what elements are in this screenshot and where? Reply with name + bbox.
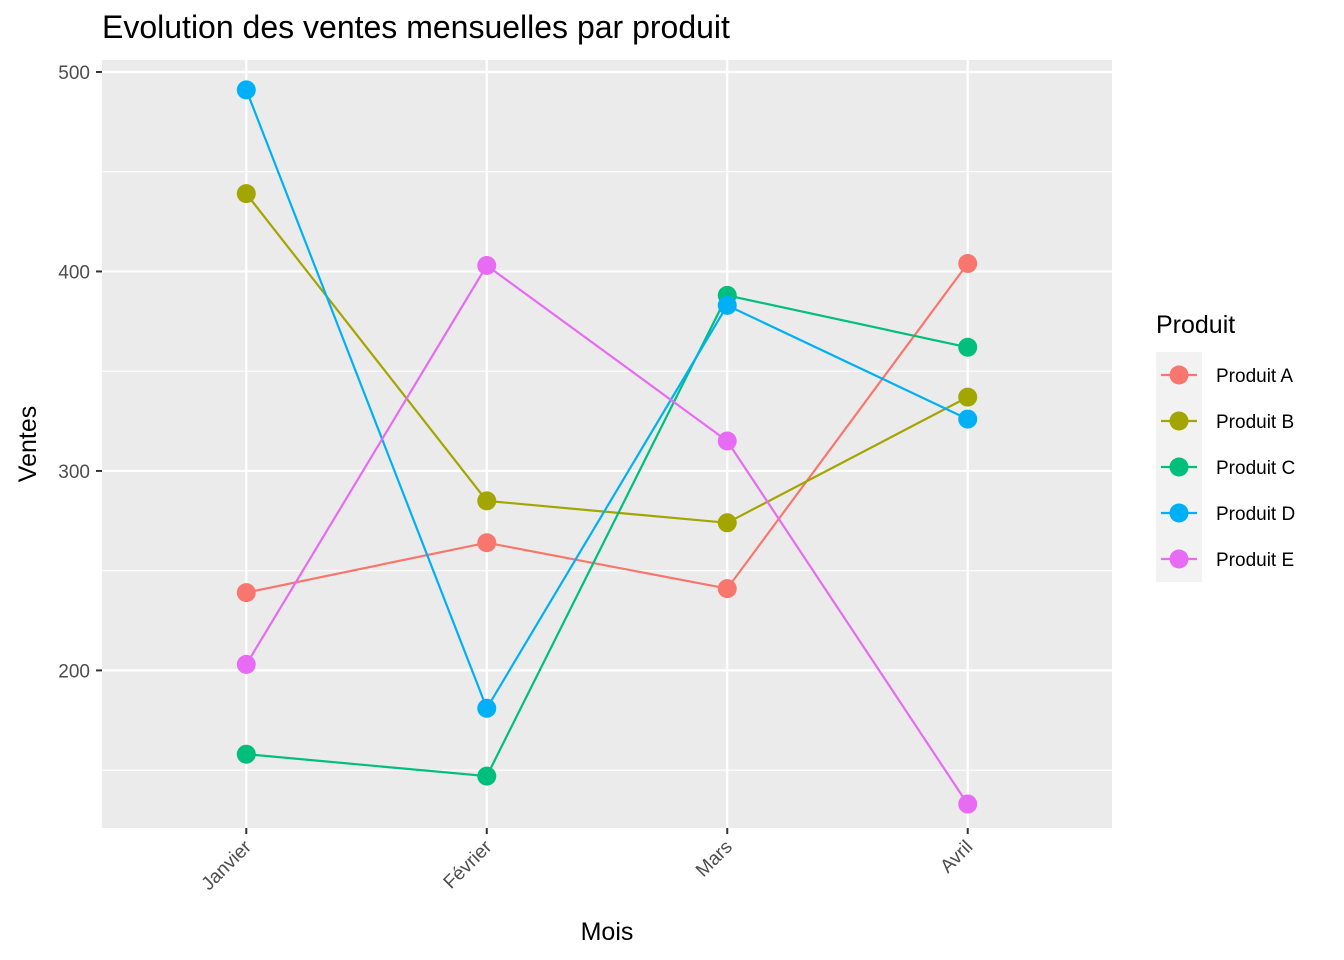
series-line (245, 89, 969, 711)
data-point (958, 794, 978, 814)
series-line (245, 193, 969, 524)
series-produit-e (236, 255, 978, 814)
y-axis-title: Ventes (14, 406, 42, 482)
legend-key-point (1169, 457, 1189, 477)
data-point (236, 80, 256, 100)
data-point (236, 744, 256, 764)
y-tick-label: 400 (58, 262, 90, 283)
legend-label: Produit B (1216, 412, 1294, 433)
plot-panel (102, 60, 1112, 828)
legend-label: Produit C (1216, 458, 1295, 479)
legend-key-point (1169, 411, 1189, 431)
chart-title: Evolution des ventes mensuelles par prod… (102, 9, 730, 45)
series-line (246, 262, 969, 594)
x-tick-label: Mars (692, 837, 737, 882)
x-axis-title: Mois (581, 918, 634, 946)
series-line (246, 294, 968, 778)
data-point (717, 513, 737, 533)
legend-label: Produit D (1216, 504, 1295, 525)
x-tick-label: Février (440, 836, 497, 893)
data-point (477, 766, 497, 786)
y-tick-label: 200 (58, 661, 90, 682)
legend-label: Produit E (1216, 550, 1294, 571)
y-tick-label: 500 (58, 63, 90, 84)
data-point (236, 583, 256, 603)
legend-title: Produit (1156, 311, 1235, 339)
data-point (958, 409, 978, 429)
legend-key-point (1169, 549, 1189, 569)
data-point (717, 579, 737, 599)
series-produit-a (236, 253, 978, 603)
y-axis: 200 300 400 500 (58, 63, 102, 682)
data-point (717, 431, 737, 451)
legend-label: Produit A (1216, 366, 1293, 387)
data-point (958, 387, 978, 407)
series-produit-d (236, 80, 978, 718)
x-axis: Janvier Février Mars Avril (198, 828, 978, 895)
series-produit-b (236, 184, 978, 533)
data-point (236, 654, 256, 674)
x-tick-label: Janvier (198, 836, 257, 895)
x-tick-label: Avril (937, 837, 978, 878)
series-group (236, 80, 978, 814)
y-tick-label: 300 (58, 462, 90, 483)
data-point (958, 253, 978, 273)
series-line (245, 263, 969, 805)
data-point (477, 491, 497, 511)
data-point (958, 337, 978, 357)
legend-key-point (1169, 503, 1189, 523)
data-point (477, 533, 497, 553)
data-point (477, 698, 497, 718)
legend-key-point (1169, 365, 1189, 385)
data-point (477, 255, 497, 275)
data-point (717, 295, 737, 315)
data-point (236, 184, 256, 204)
legend: Produit Produit A Produit B Produit C Produ… (1156, 311, 1295, 582)
